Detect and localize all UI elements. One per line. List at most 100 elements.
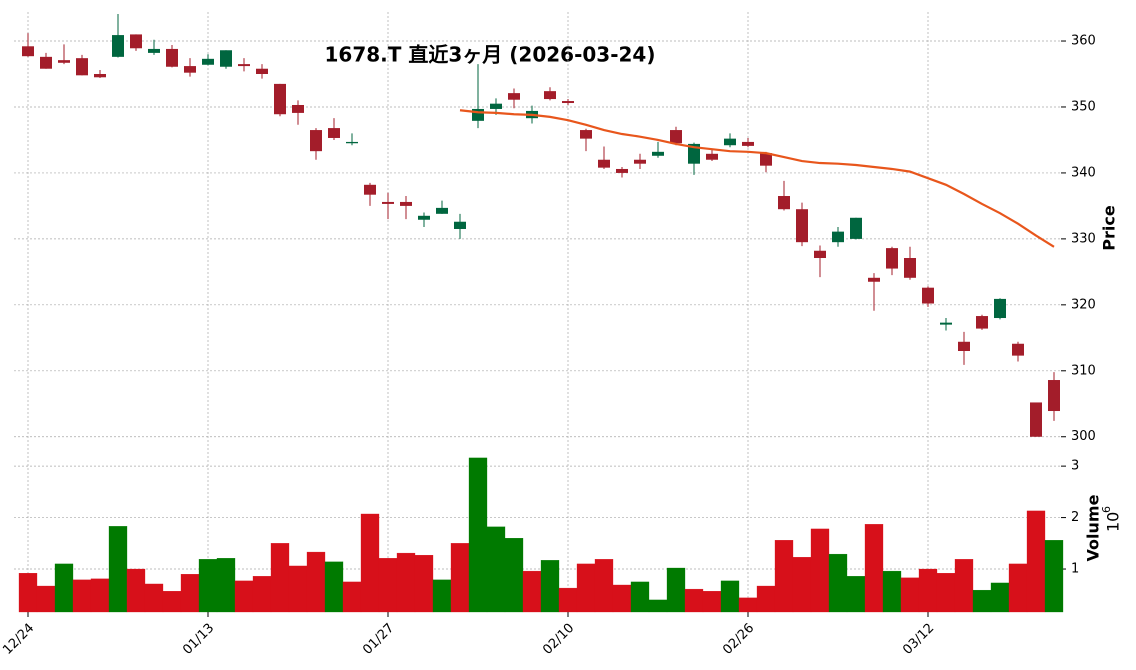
- candle-body: [328, 128, 340, 138]
- volume-bar: [468, 457, 488, 613]
- multiplier-base: 10: [1104, 512, 1123, 532]
- candle-body: [58, 60, 70, 63]
- y-tick-label: 360: [1071, 34, 1096, 49]
- candle-body: [346, 141, 358, 144]
- candle-body: [958, 341, 970, 352]
- candle-body: [544, 91, 556, 100]
- candle-body: [778, 196, 790, 210]
- volume-bar: [108, 526, 128, 613]
- volume-bar: [738, 597, 758, 613]
- volume-bar: [900, 577, 920, 613]
- candle-body: [724, 138, 736, 146]
- candle-body: [868, 277, 880, 282]
- candle-body: [904, 258, 916, 278]
- candle-body: [490, 103, 502, 109]
- candle-body: [994, 298, 1006, 319]
- candle-body: [202, 58, 214, 65]
- candle-body: [382, 201, 394, 204]
- candle-body: [418, 215, 430, 220]
- volume-bar: [54, 563, 74, 613]
- volume-bar: [558, 587, 578, 613]
- volume-bar: [792, 557, 812, 613]
- candle-body: [310, 130, 322, 152]
- volume-bar: [198, 559, 218, 613]
- volume-tick-label: 2: [1071, 510, 1079, 525]
- y-tick-label: 350: [1071, 99, 1096, 114]
- candle-body: [436, 207, 448, 214]
- volume-bar: [324, 561, 344, 613]
- volume-bar: [1044, 540, 1064, 613]
- volume-bar: [540, 560, 560, 613]
- x-tick-label: 02/10: [540, 621, 577, 658]
- x-tick-label: 03/12: [900, 621, 937, 658]
- candle-body: [292, 104, 304, 113]
- volume-bar: [90, 578, 110, 613]
- volume-bar: [810, 528, 830, 613]
- candle-body: [1012, 343, 1024, 356]
- candle-body: [922, 287, 934, 304]
- candle-body: [112, 35, 124, 57]
- candle-body: [670, 130, 682, 144]
- volume-bar: [954, 559, 974, 613]
- candle-body: [706, 153, 718, 160]
- candle-body: [796, 209, 808, 243]
- candle-body: [220, 50, 232, 67]
- volume-bar: [972, 589, 992, 613]
- volume-bar: [126, 568, 146, 613]
- volume-multiplier: 10 6: [1100, 506, 1123, 532]
- volume-bar: [576, 563, 596, 613]
- x-tick-label: 01/13: [180, 621, 217, 658]
- chart-title: 1678.T 直近3ヶ月 (2026-03-24): [325, 43, 656, 67]
- candle-body: [454, 221, 466, 229]
- volume-bar: [918, 568, 938, 613]
- volume-bar: [612, 584, 632, 613]
- volume-bar: [594, 559, 614, 613]
- candle-body: [238, 64, 250, 67]
- volume-bar: [396, 552, 416, 613]
- volume-bar: [306, 551, 326, 613]
- volume-bar: [18, 573, 38, 613]
- candle-body: [472, 108, 484, 121]
- volume-bar: [450, 543, 470, 613]
- candle-body: [22, 46, 34, 57]
- candle-body: [508, 93, 520, 100]
- candle-body: [598, 159, 610, 168]
- volume-bar: [288, 565, 308, 613]
- volume-bar: [1026, 510, 1046, 613]
- volume-bar: [342, 581, 362, 613]
- candle-body: [886, 248, 898, 269]
- candle-body: [580, 130, 592, 139]
- candle-body: [634, 159, 646, 164]
- candle-body: [364, 184, 376, 195]
- y-tick-label: 330: [1071, 231, 1096, 246]
- candle-body: [832, 231, 844, 243]
- volume-bar: [216, 558, 236, 613]
- volume-bar: [378, 558, 398, 613]
- candle-body: [94, 73, 106, 78]
- volume-bar: [936, 573, 956, 613]
- volume-bar: [234, 580, 254, 613]
- candle-body: [274, 83, 286, 115]
- candle-body: [616, 168, 628, 173]
- y-tick-label: 310: [1071, 363, 1096, 378]
- volume-bar: [414, 554, 434, 613]
- volume-bar: [864, 524, 884, 613]
- volume-bar: [756, 585, 776, 613]
- candle-body: [940, 322, 952, 325]
- candle-body: [742, 141, 754, 146]
- volume-bar: [684, 588, 704, 613]
- volume-bar: [432, 579, 452, 613]
- candle-body: [148, 48, 160, 53]
- volume-bar: [486, 526, 506, 613]
- candle-body: [814, 250, 826, 259]
- x-tick-label: 01/27: [360, 621, 397, 658]
- volume-bar: [666, 567, 686, 613]
- volume-bar: [72, 579, 92, 613]
- volume-bar: [1008, 563, 1028, 613]
- volume-bar: [828, 553, 848, 613]
- candle-body: [1048, 380, 1060, 412]
- volume-bar: [270, 543, 290, 613]
- multiplier-exponent: 6: [1100, 506, 1113, 513]
- candle-body: [1030, 402, 1042, 437]
